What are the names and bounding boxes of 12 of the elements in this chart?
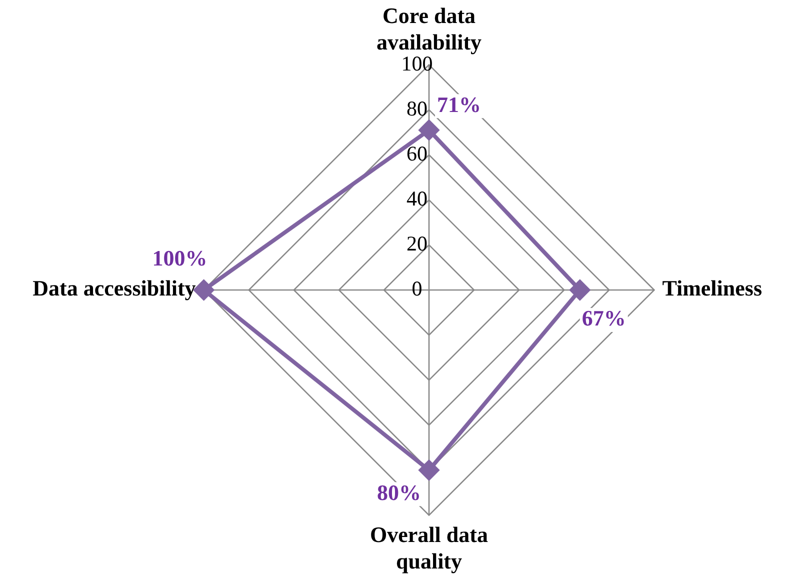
y-tick-label: 40 (406, 186, 428, 210)
data-label: 67% (582, 306, 626, 331)
y-tick-label: 0 (412, 276, 422, 301)
spoke-label: Timeliness (662, 276, 762, 301)
y-tick-label: 60 (406, 141, 428, 166)
data-label: 71% (437, 92, 481, 117)
data-label: 100% (152, 246, 208, 271)
spoke-label: Overall data quality (370, 522, 488, 574)
y-tick-label: 80 (406, 96, 428, 120)
y-tick-label: 20 (406, 231, 428, 256)
data-label: 80% (377, 480, 421, 505)
spoke-label: Data accessibility (32, 276, 196, 301)
